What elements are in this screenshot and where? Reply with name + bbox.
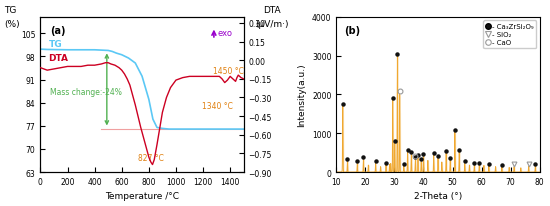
Legend: - Ca₃ZrSi₂O₉, - SiO₂, - CaO: - Ca₃ZrSi₂O₉, - SiO₂, - CaO [483,21,536,49]
Text: (μV/m·): (μV/m·) [255,20,288,28]
Text: exo: exo [217,29,232,38]
Text: DTA: DTA [48,53,69,62]
Text: (b): (b) [344,25,361,35]
Text: Mass change:-24%: Mass change:-24% [50,87,122,96]
Text: 827 °C: 827 °C [138,154,164,163]
X-axis label: Temperature /°C: Temperature /°C [105,192,179,200]
Text: 1450 °C: 1450 °C [212,67,244,76]
Text: (%): (%) [4,20,19,28]
Text: DTA: DTA [263,6,280,15]
Text: 1340 °C: 1340 °C [202,101,233,110]
Text: (a): (a) [51,25,66,35]
Y-axis label: Intensity(a.u.): Intensity(a.u.) [298,63,306,126]
X-axis label: 2-Theta (°): 2-Theta (°) [414,192,462,200]
Text: TG: TG [4,6,16,15]
Text: TG: TG [48,40,62,49]
